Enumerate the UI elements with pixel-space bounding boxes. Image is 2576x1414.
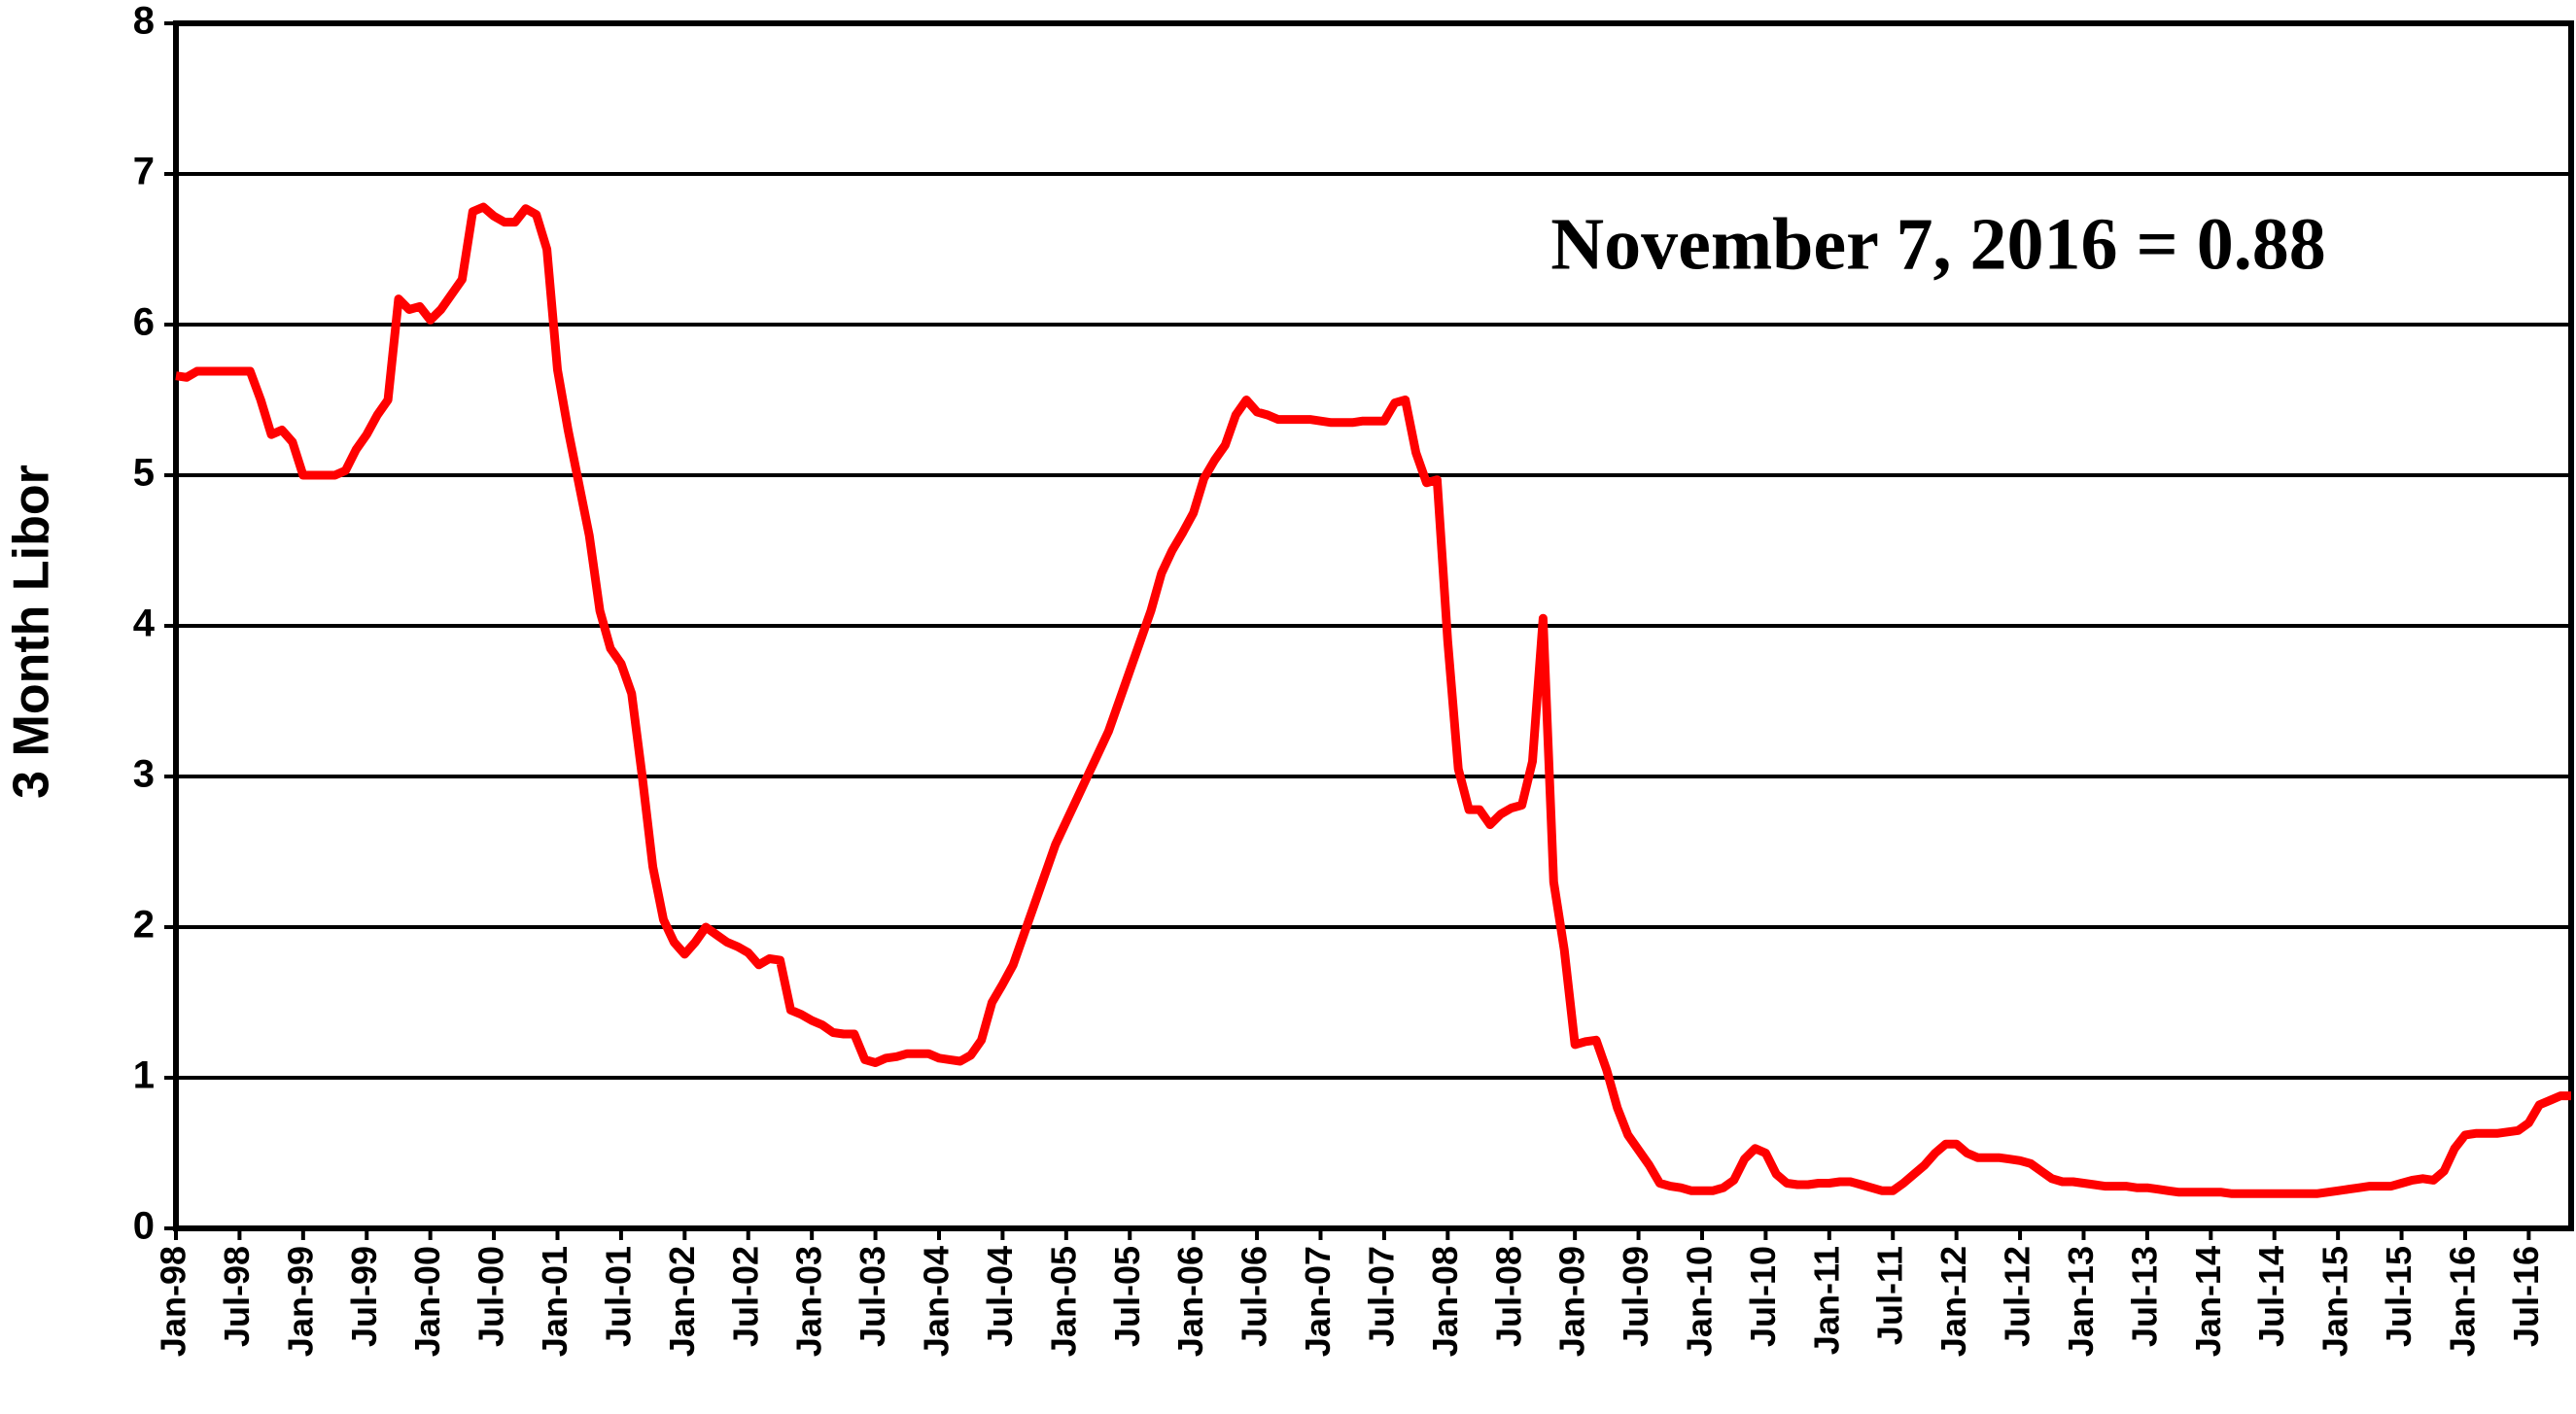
x-tick-label: Jul-03	[853, 1246, 892, 1347]
y-axis-title: 3 Month Libor	[4, 465, 60, 799]
x-tick-label: Jan-03	[789, 1246, 829, 1357]
x-tick-label: Jan-11	[1806, 1246, 1846, 1355]
plot-border	[173, 20, 2574, 1231]
x-tick-label: Jul-01	[598, 1246, 638, 1347]
x-tick-label: Jul-02	[725, 1246, 765, 1347]
x-tick-label: Jan-13	[2061, 1246, 2101, 1357]
x-tick-label: Jul-10	[1743, 1246, 1783, 1347]
x-tick-label: Jan-98	[154, 1246, 193, 1357]
x-tick-label: Jul-12	[1998, 1246, 2037, 1347]
y-tick-label: 3	[133, 753, 155, 796]
x-tick-label: Jan-15	[2315, 1246, 2355, 1357]
y-tick-label: 8	[133, 0, 155, 43]
x-tick-label: Jul-00	[471, 1246, 511, 1347]
x-tick-label: Jul-08	[1488, 1246, 1528, 1347]
x-tick-label: Jul-04	[980, 1246, 1020, 1347]
x-tick-label: Jan-10	[1679, 1246, 1719, 1357]
x-tick-label: Jan-12	[1933, 1246, 1973, 1357]
x-tick-label: Jan-05	[1043, 1246, 1083, 1357]
x-tick-label: Jul-99	[344, 1246, 384, 1347]
x-tick-label: Jan-99	[280, 1246, 320, 1357]
x-tick-label: Jan-02	[662, 1246, 702, 1357]
y-tick-label: 4	[133, 603, 156, 645]
data-line	[175, 202, 2571, 1198]
x-tick-label: Jul-07	[1361, 1246, 1401, 1347]
x-tick-label: Jan-00	[407, 1246, 447, 1357]
x-tick-label: Jul-14	[2251, 1246, 2291, 1347]
x-tick-label: Jan-14	[2188, 1246, 2228, 1357]
x-tick-label: Jul-15	[2379, 1246, 2419, 1347]
x-tick-label: Jul-09	[1616, 1246, 1655, 1347]
x-tick-label: Jan-16	[2442, 1246, 2482, 1357]
x-tick-label: Jan-07	[1298, 1246, 1338, 1357]
x-tick-label: Jul-13	[2124, 1246, 2164, 1347]
x-tick-label: Jan-06	[1170, 1246, 1210, 1357]
y-tick-label: 6	[133, 301, 155, 344]
x-tick-label: Jan-09	[1552, 1246, 1592, 1357]
y-tick-label: 0	[133, 1205, 155, 1248]
y-tick-label: 5	[133, 452, 155, 495]
x-tick-label: Jul-06	[1235, 1246, 1274, 1347]
y-tick-label: 2	[133, 904, 155, 947]
x-tick-label: Jul-05	[1107, 1246, 1147, 1347]
x-tick-label: Jul-98	[217, 1246, 257, 1347]
x-tick-label: Jul-11	[1870, 1246, 1910, 1345]
x-tick-label: Jan-04	[917, 1246, 957, 1357]
y-tick-label: 7	[133, 151, 155, 193]
x-tick-label: Jan-01	[535, 1246, 574, 1357]
x-tick-label: Jan-08	[1425, 1246, 1465, 1357]
annotation: November 7, 2016 = 0.88	[1550, 203, 2326, 285]
y-tick-label: 1	[133, 1054, 155, 1097]
x-tick-label: Jul-16	[2506, 1246, 2546, 1347]
